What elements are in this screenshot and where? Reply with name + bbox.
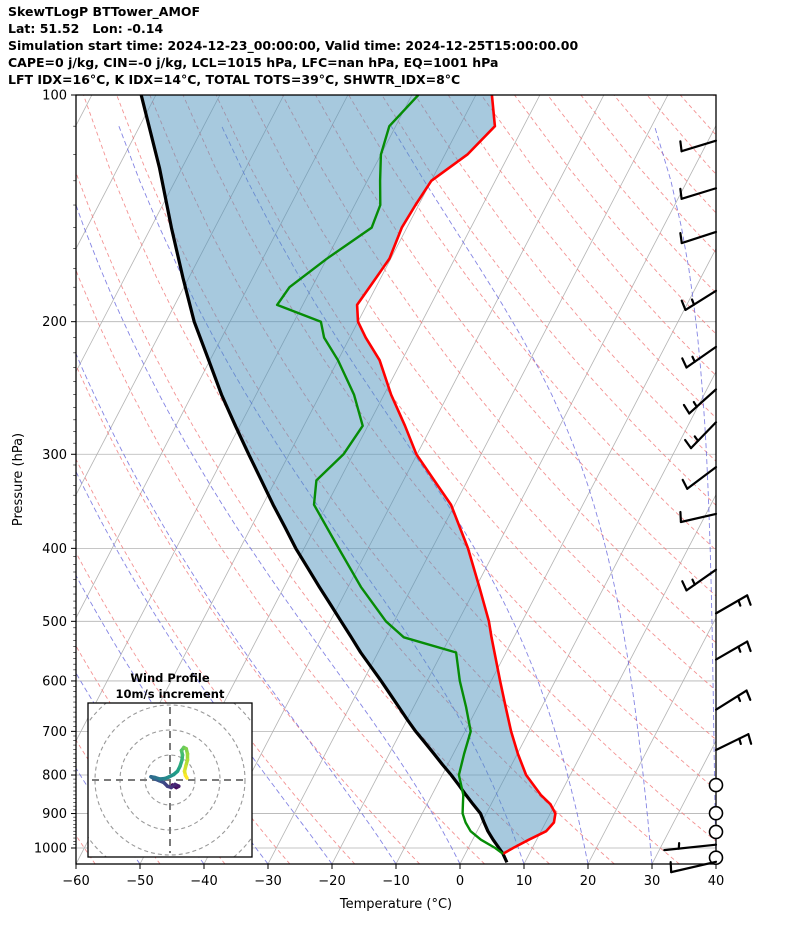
y-tick-label: 400 — [42, 542, 67, 557]
wind-barb — [681, 465, 718, 490]
wind-barb — [679, 139, 718, 153]
y-tick-label: 200 — [42, 315, 67, 330]
y-tick-label: 100 — [42, 89, 67, 104]
wind-barb — [680, 289, 718, 312]
plot-area — [76, 95, 716, 864]
x-tick-label: 10 — [516, 874, 533, 889]
cin-shading — [141, 95, 556, 854]
y-tick-label: 800 — [42, 769, 67, 784]
wind-barb — [682, 388, 718, 415]
wind-barb — [679, 230, 718, 245]
location-line: Lat: 51.52 Lon: -0.14 — [8, 21, 164, 36]
wind-barb — [681, 568, 718, 592]
wind-barb — [684, 421, 718, 450]
x-tick-label: 0 — [456, 874, 464, 889]
y-tick-label: 900 — [42, 807, 67, 822]
y-tick-label: 600 — [42, 674, 67, 689]
wind-barb — [663, 842, 718, 852]
wind-barb — [681, 345, 718, 369]
y-tick-label: 700 — [42, 725, 67, 740]
hodograph-inset — [87, 702, 253, 858]
x-axis: −60 −50 −40 −30 −20 −10 0 10 20 30 40 Temperature (… — [62, 864, 724, 912]
chart-title: SkewTLogP BTTower_AMOF — [8, 4, 201, 19]
wind-barbs — [663, 139, 753, 874]
dewpoint-curve — [275, 95, 504, 855]
simulation-time-line: Simulation start time: 2024-12-23_00:00:… — [8, 38, 579, 53]
wind-barb — [714, 733, 753, 752]
hodograph-title: Wind Profile — [130, 671, 210, 685]
parcel-curve — [139, 95, 509, 864]
calm-wind-circle — [708, 824, 724, 840]
x-tick-label: 40 — [708, 874, 725, 889]
x-tick-label: −30 — [254, 874, 281, 889]
hodograph-subtitle: 10m/s increment — [115, 687, 225, 701]
wind-barb — [679, 187, 718, 200]
wind-barb — [714, 594, 752, 615]
y-tick-label: 1000 — [34, 842, 67, 857]
stability-indices-line: LFT IDX=16°C, K IDX=14°C, TOTAL TOTS=39°… — [8, 72, 461, 87]
y-tick-label: 300 — [42, 448, 67, 463]
wind-barb — [669, 860, 718, 874]
temperature-curve — [355, 95, 557, 855]
x-axis-label: Temperature (°C) — [339, 897, 452, 912]
x-tick-label: 20 — [580, 874, 597, 889]
calm-wind-circle — [708, 850, 724, 865]
x-tick-label: 30 — [644, 874, 661, 889]
hodograph-trace — [149, 745, 190, 790]
wind-barb — [714, 689, 752, 711]
x-tick-label: −60 — [62, 874, 89, 889]
wind-barb — [679, 510, 718, 524]
x-tick-label: −10 — [382, 874, 409, 889]
hodograph-ring — [94, 704, 246, 856]
y-axis: 100 200 300 400 500 600 700 800 900 1000 Pressure … — [11, 89, 76, 857]
x-tick-label: −20 — [318, 874, 345, 889]
calm-wind-circle — [708, 777, 724, 793]
calm-wind-circle — [708, 805, 724, 821]
hodograph-border — [87, 702, 253, 858]
x-tick-label: −40 — [190, 874, 217, 889]
wind-barb — [714, 640, 752, 661]
y-tick-label: 500 — [42, 615, 67, 630]
x-tick-label: −50 — [126, 874, 153, 889]
cape-indices-line: CAPE=0 j/kg, CIN=-0 j/kg, LCL=1015 hPa, … — [8, 55, 499, 70]
y-axis-label: Pressure (hPa) — [11, 433, 26, 526]
